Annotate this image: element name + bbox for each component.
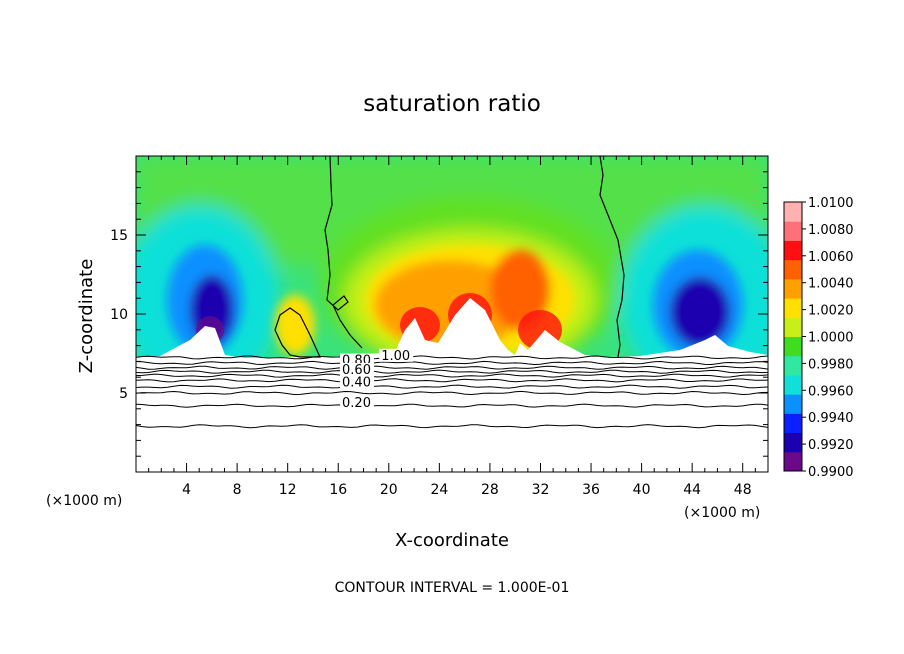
x-tick-label: 40 (633, 482, 651, 498)
colorbar-label: 1.0020 (808, 304, 854, 319)
contour-label-bg (340, 396, 375, 410)
contour-labels: 1.000.800.600.400.20 (340, 348, 414, 411)
colorbar-label: 1.0040 (808, 277, 854, 292)
contour-line-0.50 (136, 378, 768, 383)
colorbar-label: 0.9900 (808, 465, 854, 480)
contour-label-bg (340, 363, 375, 377)
colorbar-segment (784, 240, 802, 261)
contour-1-left (324, 156, 363, 349)
x-tick-label: 8 (233, 482, 242, 498)
x-tick-label: 16 (329, 482, 347, 498)
x-unit-right: (×1000 m) (684, 505, 760, 521)
contour-interval-footer: CONTOUR INTERVAL = 1.000E-01 (335, 580, 570, 596)
y-axis-label: Z-coordinate (76, 259, 97, 374)
contour-label-bg (340, 375, 375, 389)
contour-line-0.90 (136, 360, 768, 366)
y-tick-label: 10 (110, 307, 128, 323)
contour-1-loop (274, 307, 321, 358)
colorbar-label: 0.9940 (808, 411, 854, 426)
colorbar-segment (784, 374, 802, 395)
contour-1-right (599, 156, 625, 358)
colorbar-label: 0.9980 (808, 357, 854, 372)
colorbar-segment (784, 451, 802, 472)
colorbar-segment (784, 202, 802, 222)
x-tick-label: 44 (683, 482, 701, 498)
y-tick-label: 5 (119, 386, 128, 402)
contour-line-0.80 (136, 365, 768, 370)
x-tick-label: 32 (532, 482, 550, 498)
colorbar-label: 1.0100 (808, 196, 854, 211)
x-tick-label: 48 (734, 482, 752, 498)
contour-label: 0.20 (342, 396, 371, 411)
x-tick-label: 12 (279, 482, 297, 498)
colorbar-segment (784, 221, 802, 241)
colorbar: 0.9900 0.9920 0.9940 0.9960 0.9980 1.0000 1.00… (783, 196, 854, 480)
colorbar-segment (784, 278, 802, 299)
colorbar-segment (784, 317, 802, 337)
contour-line-0.60 (136, 373, 768, 378)
contour-lines (136, 355, 768, 429)
colorbar-segment (784, 355, 802, 376)
colorbar-label: 1.0080 (808, 223, 854, 238)
contour-label: 0.60 (342, 363, 371, 378)
colorbar-segment (784, 394, 802, 414)
x-tick-label: 24 (430, 482, 448, 498)
colorbar-label: 1.0060 (808, 250, 854, 265)
colorbar-label: 0.9960 (808, 384, 854, 399)
contour-line-0.10 (136, 424, 768, 429)
colorbar-segment (784, 259, 802, 280)
colorbar-label: 0.9920 (808, 438, 854, 453)
saturation-field (136, 156, 768, 472)
colorbar-segment (784, 336, 802, 357)
chart-title: saturation ratio (363, 91, 541, 117)
contour-label: 1.00 (381, 349, 410, 364)
x-unit-left: (×1000 m) (46, 493, 122, 509)
contour-line-0.20 (136, 403, 768, 408)
x-axis-ticks: 4 8 12 16 20 24 28 32 36 40 44 48 (148, 156, 756, 498)
contour-label: 0.40 (342, 376, 371, 391)
contour-line-1.00 (136, 355, 768, 360)
colorbar-segment (784, 432, 802, 453)
colorbar-segment (784, 413, 802, 434)
y-axis-ticks: 5 10 15 (110, 171, 768, 457)
x-tick-label: 4 (182, 482, 191, 498)
contour-line-0.70 (136, 369, 768, 374)
x-tick-label: 36 (582, 482, 600, 498)
contour-line-0.40 (136, 384, 768, 389)
contour-label-bg (379, 348, 414, 362)
x-axis-label: X-coordinate (395, 530, 509, 551)
y-tick-label: 15 (110, 228, 128, 244)
x-tick-label: 28 (481, 482, 499, 498)
colorbar-segment (784, 298, 802, 318)
colorbar-label: 1.0000 (808, 331, 854, 346)
x-tick-label: 20 (380, 482, 398, 498)
contour-line-0.30 (136, 390, 768, 396)
